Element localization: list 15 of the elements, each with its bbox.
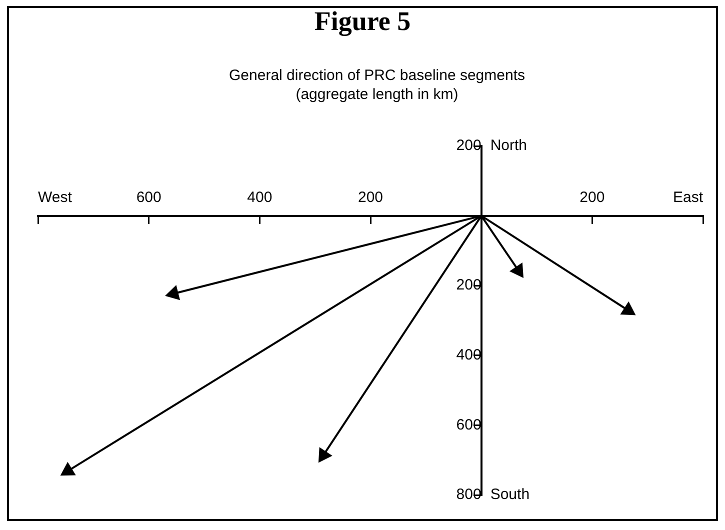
annotation: North [490, 137, 528, 154]
y-tick-label: 600 [456, 416, 482, 434]
y-tick-label: 800 [456, 486, 482, 504]
x-tick-label: West [38, 188, 73, 206]
chart-title: Figure 5 [313, 6, 412, 37]
y-tick-label: 200 [456, 276, 482, 294]
x-tick-label: 600 [136, 188, 162, 206]
x-tick-label: 200 [580, 188, 605, 206]
y-tick-label: 200 [456, 137, 482, 154]
x-tick-label: East [672, 188, 704, 206]
x-tick-label: 200 [358, 188, 384, 206]
annotation: South [490, 486, 530, 504]
x-tick-label: 400 [247, 188, 272, 206]
y-tick-label: 400 [456, 346, 482, 364]
chart-subtitle: General direction of PRC baseline segments (aggregate length in km) [228, 66, 526, 104]
